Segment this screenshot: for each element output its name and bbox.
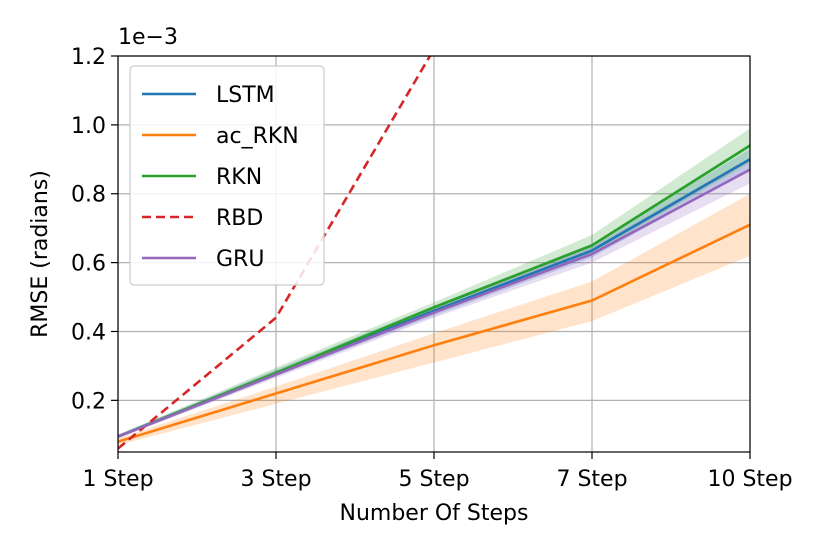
series-lines <box>118 56 750 450</box>
series-line-rbd <box>118 56 432 450</box>
x-tick-label: 1 Step <box>82 467 153 492</box>
series-line-gru <box>118 168 750 438</box>
legend-label: RKN <box>216 165 262 190</box>
y-tick-label: 0.6 <box>71 252 106 277</box>
series-line-ac-rkn <box>118 223 750 443</box>
y-tick-label: 0.2 <box>71 389 106 414</box>
legend-label: LSTM <box>216 83 275 108</box>
y-scale-offset-label: 1e−3 <box>118 25 178 50</box>
x-tick-label: 5 Step <box>398 467 469 492</box>
y-tick-label: 1.2 <box>71 45 106 70</box>
y-axis-title: RMSE (radians) <box>28 170 53 338</box>
legend: LSTM ac_RKN RKN RBD GRU <box>129 65 325 286</box>
x-tick-label: 7 Step <box>556 467 627 492</box>
x-tick-label: 3 Step <box>240 467 311 492</box>
legend-label: ac_RKN <box>216 124 299 149</box>
legend-label: GRU <box>216 247 264 272</box>
band-lstm <box>118 148 750 439</box>
y-tick-label: 0.8 <box>71 183 106 208</box>
axis-ticks: 1 Step 3 Step 5 Step 7 Step 10 Step 0.2 0.4 0.6… <box>71 45 793 492</box>
x-tick-label: 10 Step <box>707 467 792 492</box>
y-tick-label: 0.4 <box>71 320 106 345</box>
x-axis-title: Number Of Steps <box>340 501 529 526</box>
legend-box <box>129 65 325 286</box>
legend-label: RBD <box>216 206 263 231</box>
y-tick-label: 1.0 <box>71 114 106 139</box>
band-ac-rkn <box>118 193 750 446</box>
